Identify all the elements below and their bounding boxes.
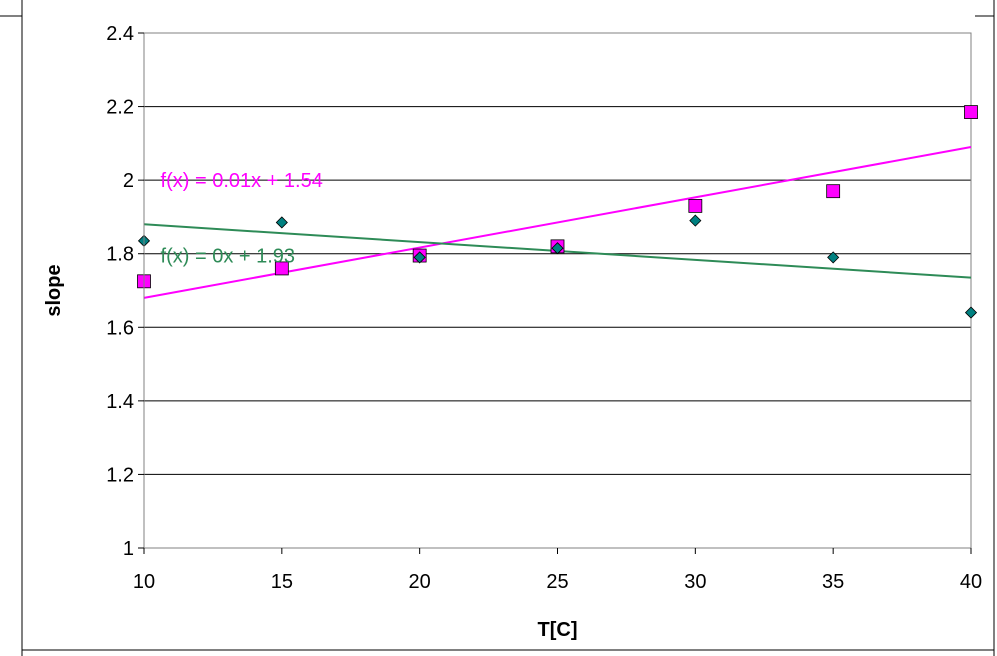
point-square-5 — [826, 184, 841, 199]
y-tick-label-5: 2 — [123, 170, 134, 192]
y-tick-label-2: 1.4 — [106, 391, 134, 413]
x-tick-label-1: 15 — [271, 571, 293, 593]
tick-labels: 1 1.2 1.4 1.6 1.8 2 2.2 2.4 10 15 20 25 30 35 40 — [106, 23, 982, 593]
y-tick-label-7: 2.4 — [106, 23, 134, 45]
x-tick-label-3: 25 — [546, 571, 568, 593]
point-square-6 — [964, 105, 978, 119]
y-tick-label-1: 1.2 — [106, 464, 134, 486]
y-tick-label-0: 1 — [123, 538, 134, 560]
plot-area-border — [143, 32, 972, 549]
point-diamond-4 — [689, 214, 702, 227]
x-tick-label-6: 40 — [960, 571, 982, 593]
x-tick-label-4: 30 — [684, 571, 706, 593]
axis-ticks — [138, 32, 972, 554]
point-diamond-5 — [827, 251, 840, 264]
point-square-4 — [688, 198, 703, 213]
point-square-1 — [274, 261, 289, 276]
trendline-equation-green: f(x) = 0x + 1.93 — [161, 246, 296, 268]
y-tick-label-3: 1.6 — [106, 317, 134, 339]
x-tick-label-5: 35 — [822, 571, 844, 593]
point-diamond-1 — [275, 216, 288, 229]
point-diamond-3 — [551, 242, 564, 255]
x-tick-label-2: 20 — [409, 571, 431, 593]
x-axis-title: T[C] — [538, 619, 578, 641]
y-tick-label-6: 2.2 — [106, 97, 134, 119]
y-axis-title: slope — [43, 264, 65, 316]
data-points — [137, 105, 978, 319]
trendline-equation-magenta: f(x) = 0.01x + 1.54 — [161, 170, 323, 192]
point-diamond-6 — [964, 306, 978, 319]
y-tick-label-4: 1.8 — [106, 244, 134, 266]
point-diamond-2 — [413, 251, 426, 264]
x-tick-label-0: 10 — [133, 571, 155, 593]
